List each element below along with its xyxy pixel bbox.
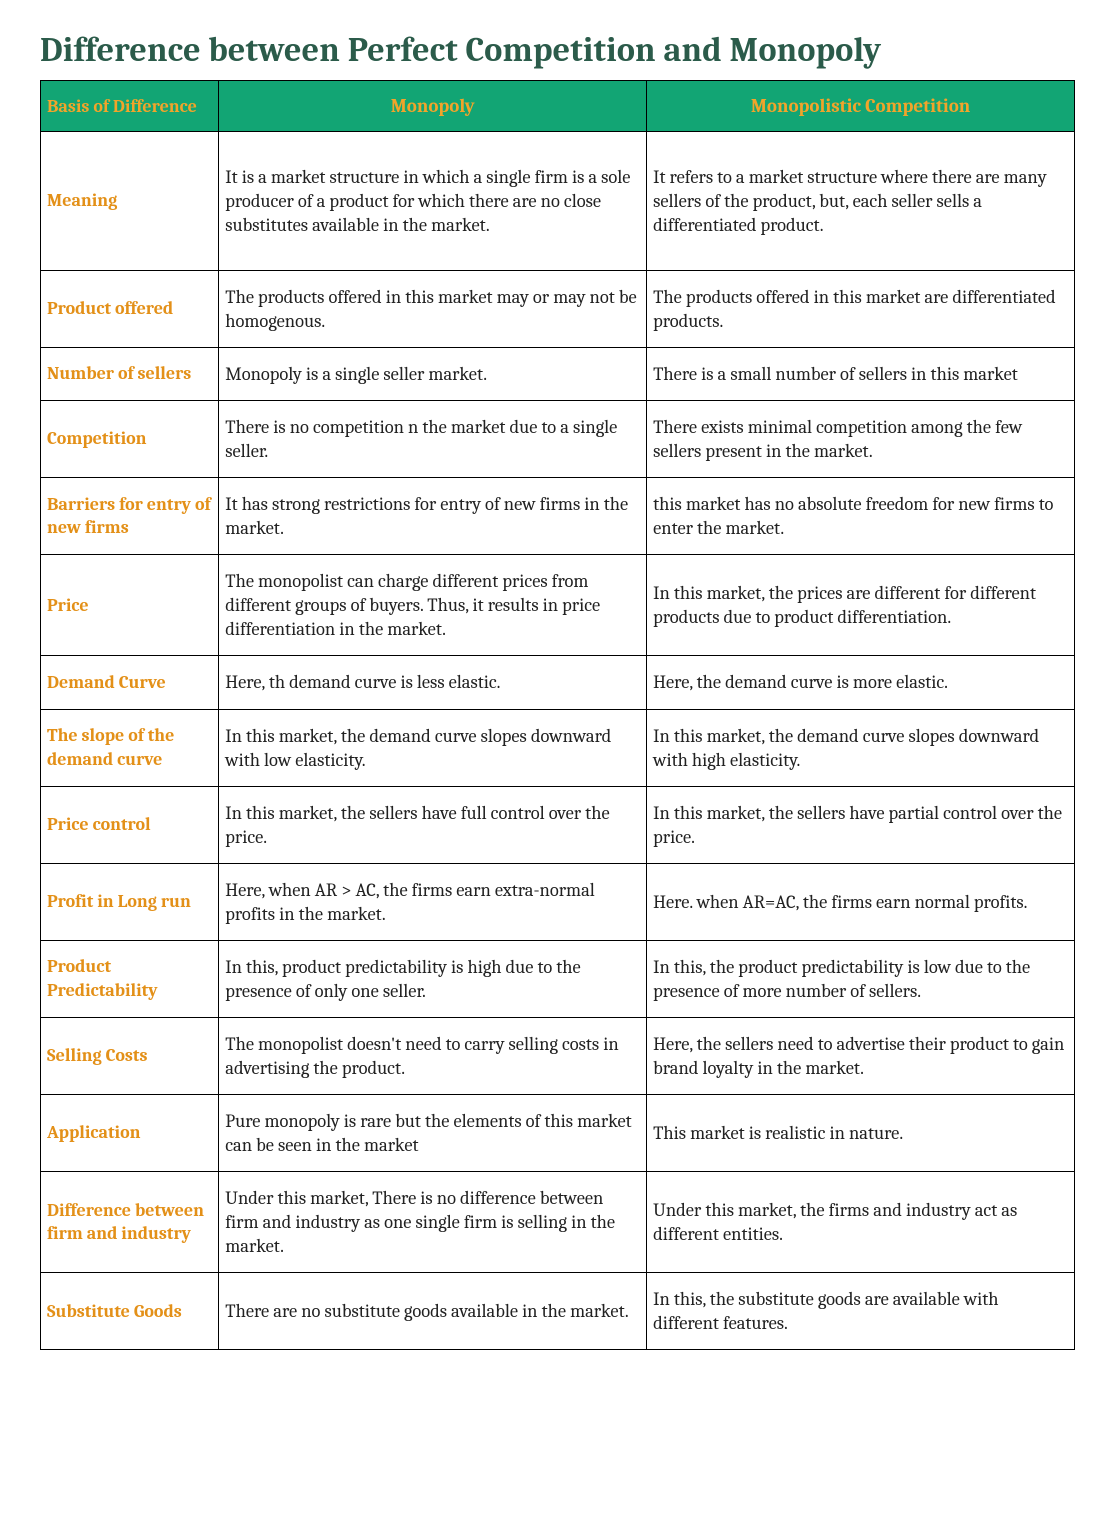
table-row: Product offeredThe products offered in t… bbox=[41, 271, 1075, 348]
basis-cell: Price control bbox=[41, 786, 219, 863]
monocomp-cell: There exists minimal competition among t… bbox=[647, 401, 1075, 478]
table-row: ApplicationPure monopoly is rare but the… bbox=[41, 1094, 1075, 1171]
table-row: Difference between firm and industryUnde… bbox=[41, 1172, 1075, 1273]
monopoly-cell: Under this market, There is no differenc… bbox=[219, 1172, 647, 1273]
monocomp-cell: This market is realistic in nature. bbox=[647, 1094, 1075, 1171]
basis-cell: Meaning bbox=[41, 132, 219, 271]
monopoly-cell: Monopoly is a single seller market. bbox=[219, 348, 647, 401]
monopoly-cell: The monopolist can charge different pric… bbox=[219, 555, 647, 656]
monocomp-cell: There is a small number of sellers in th… bbox=[647, 348, 1075, 401]
basis-cell: Competition bbox=[41, 401, 219, 478]
monocomp-cell: It refers to a market structure where th… bbox=[647, 132, 1075, 271]
table-row: Price controlIn this market, the sellers… bbox=[41, 786, 1075, 863]
table-row: Number of sellersMonopoly is a single se… bbox=[41, 348, 1075, 401]
col-header-monocomp: Monopolistic Competition bbox=[647, 81, 1075, 132]
monopoly-cell: In this market, the demand curve slopes … bbox=[219, 709, 647, 786]
monopoly-cell: The products offered in this market may … bbox=[219, 271, 647, 348]
monopoly-cell: It is a market structure in which a sing… bbox=[219, 132, 647, 271]
monocomp-cell: In this market, the sellers have partial… bbox=[647, 786, 1075, 863]
monopoly-cell: Pure monopoly is rare but the elements o… bbox=[219, 1094, 647, 1171]
monocomp-cell: In this market, the prices are different… bbox=[647, 555, 1075, 656]
monocomp-cell: Under this market, the firms and industr… bbox=[647, 1172, 1075, 1273]
monocomp-cell: Here, the demand curve is more elastic. bbox=[647, 656, 1075, 709]
table-row: The slope of the demand curveIn this mar… bbox=[41, 709, 1075, 786]
monopoly-cell: In this market, the sellers have full co… bbox=[219, 786, 647, 863]
basis-cell: The slope of the demand curve bbox=[41, 709, 219, 786]
monopoly-cell: In this, product predictability is high … bbox=[219, 940, 647, 1017]
basis-cell: Barriers for entry of new firms bbox=[41, 478, 219, 555]
monocomp-cell: In this, the product predictability is l… bbox=[647, 940, 1075, 1017]
col-header-monopoly: Monopoly bbox=[219, 81, 647, 132]
basis-cell: Substitute Goods bbox=[41, 1273, 219, 1350]
monocomp-cell: In this market, the demand curve slopes … bbox=[647, 709, 1075, 786]
basis-cell: Demand Curve bbox=[41, 656, 219, 709]
monopoly-cell: Here, th demand curve is less elastic. bbox=[219, 656, 647, 709]
page-title: Difference between Perfect Competition a… bbox=[40, 30, 1075, 70]
table-header-row: Basis of Difference Monopoly Monopolisti… bbox=[41, 81, 1075, 132]
monopoly-cell: There are no substitute goods available … bbox=[219, 1273, 647, 1350]
basis-cell: Number of sellers bbox=[41, 348, 219, 401]
table-row: Substitute GoodsThere are no substitute … bbox=[41, 1273, 1075, 1350]
table-row: Demand CurveHere, th demand curve is les… bbox=[41, 656, 1075, 709]
monopoly-cell: The monopolist doesn't need to carry sel… bbox=[219, 1017, 647, 1094]
monocomp-cell: In this, the substitute goods are availa… bbox=[647, 1273, 1075, 1350]
basis-cell: Product Predictability bbox=[41, 940, 219, 1017]
monopoly-cell: There is no competition n the market due… bbox=[219, 401, 647, 478]
table-row: Product PredictabilityIn this, product p… bbox=[41, 940, 1075, 1017]
basis-cell: Difference between firm and industry bbox=[41, 1172, 219, 1273]
basis-cell: Price bbox=[41, 555, 219, 656]
table-row: CompetitionThere is no competition n the… bbox=[41, 401, 1075, 478]
monocomp-cell: Here. when AR=AC, the firms earn normal … bbox=[647, 863, 1075, 940]
monocomp-cell: Here, the sellers need to advertise thei… bbox=[647, 1017, 1075, 1094]
monocomp-cell: The products offered in this market are … bbox=[647, 271, 1075, 348]
table-row: Selling CostsThe monopolist doesn't need… bbox=[41, 1017, 1075, 1094]
comparison-table: Basis of Difference Monopoly Monopolisti… bbox=[40, 80, 1075, 1350]
table-row: Profit in Long runHere, when AR > AC, th… bbox=[41, 863, 1075, 940]
basis-cell: Profit in Long run bbox=[41, 863, 219, 940]
basis-cell: Selling Costs bbox=[41, 1017, 219, 1094]
table-row: PriceThe monopolist can charge different… bbox=[41, 555, 1075, 656]
monopoly-cell: Here, when AR > AC, the firms earn extra… bbox=[219, 863, 647, 940]
basis-cell: Application bbox=[41, 1094, 219, 1171]
monopoly-cell: It has strong restrictions for entry of … bbox=[219, 478, 647, 555]
col-header-basis: Basis of Difference bbox=[41, 81, 219, 132]
monocomp-cell: this market has no absolute freedom for … bbox=[647, 478, 1075, 555]
basis-cell: Product offered bbox=[41, 271, 219, 348]
table-row: MeaningIt is a market structure in which… bbox=[41, 132, 1075, 271]
table-row: Barriers for entry of new firmsIt has st… bbox=[41, 478, 1075, 555]
